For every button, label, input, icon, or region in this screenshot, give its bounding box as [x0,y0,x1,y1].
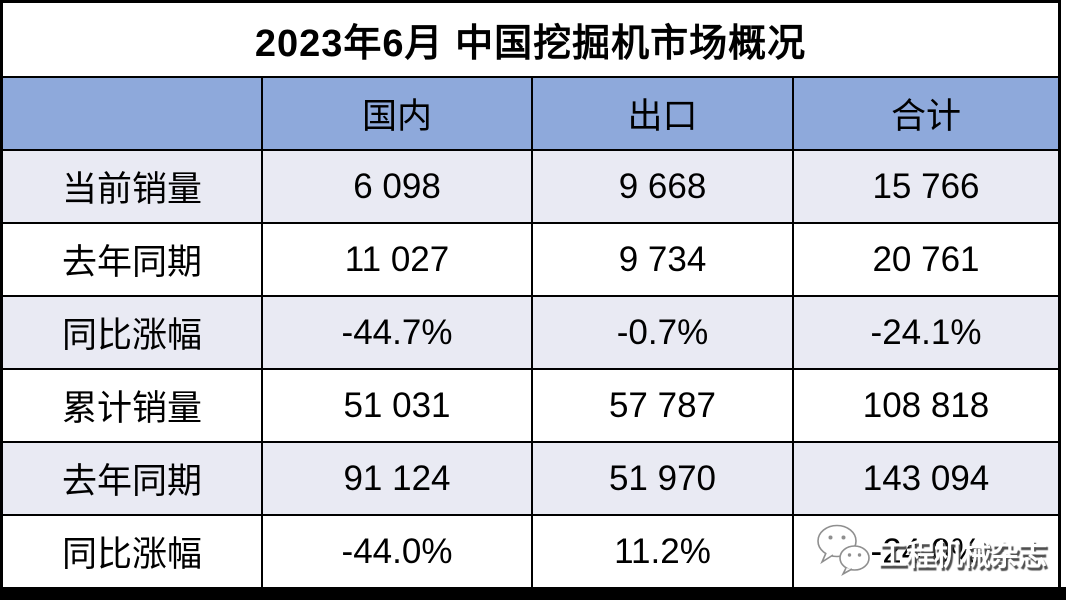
table-cell: 143 094 [792,443,1058,514]
column-header-domestic: 国内 [261,78,531,149]
row-label: 同比涨幅 [61,535,202,574]
table-cell: 6 098 [261,151,531,222]
bottom-black-bar [0,587,1066,600]
table-header-row: 国内 出口 合计 [3,76,1058,149]
table-cell: -24.1% [792,297,1058,368]
table-cell: 51 031 [261,370,531,441]
table-row-current-sales: 当前销量 6 098 9 668 15 766 [3,149,1058,222]
table-cell: -0.7% [531,297,792,368]
table-cell: -24.0% [792,516,1058,587]
row-label: 去年同期 [61,243,202,282]
table-cell: 108 818 [792,370,1058,441]
table-cell: 9 668 [531,151,792,222]
table-cell: 20 761 [792,224,1058,295]
table-row-last-year-same-period: 去年同期 11 027 9 734 20 761 [3,222,1058,295]
row-label: 累计销量 [61,389,202,428]
table-title: 2023年6月 中国挖掘机市场概况 [3,3,1058,76]
table-cell: -44.7% [261,297,531,368]
column-header-blank [3,78,261,149]
row-label: 去年同期 [61,462,202,501]
market-table: 2023年6月 中国挖掘机市场概况 国内 出口 合计 当前销量 6 098 9 … [0,0,1061,590]
column-header-export: 出口 [531,78,792,149]
table-cell: -44.0% [261,516,531,587]
table-cell: 91 124 [261,443,531,514]
table-cell: 51 970 [531,443,792,514]
table-row-last-year-same-period-cumulative: 去年同期 91 124 51 970 143 094 [3,441,1058,514]
row-label: 同比涨幅 [61,316,202,355]
table-cell: 57 787 [531,370,792,441]
table-row-yoy-change: 同比涨幅 -44.7% -0.7% -24.1% [3,295,1058,368]
table-cell: 15 766 [792,151,1058,222]
table-row-cumulative-sales: 累计销量 51 031 57 787 108 818 [3,368,1058,441]
table-cell: 11.2% [531,516,792,587]
table-cell: 9 734 [531,224,792,295]
table-row-yoy-change-cumulative: 同比涨幅 -44.0% 11.2% -24.0% [3,514,1058,587]
row-label: 当前销量 [61,170,202,209]
column-header-total: 合计 [792,78,1058,149]
table-cell: 11 027 [261,224,531,295]
